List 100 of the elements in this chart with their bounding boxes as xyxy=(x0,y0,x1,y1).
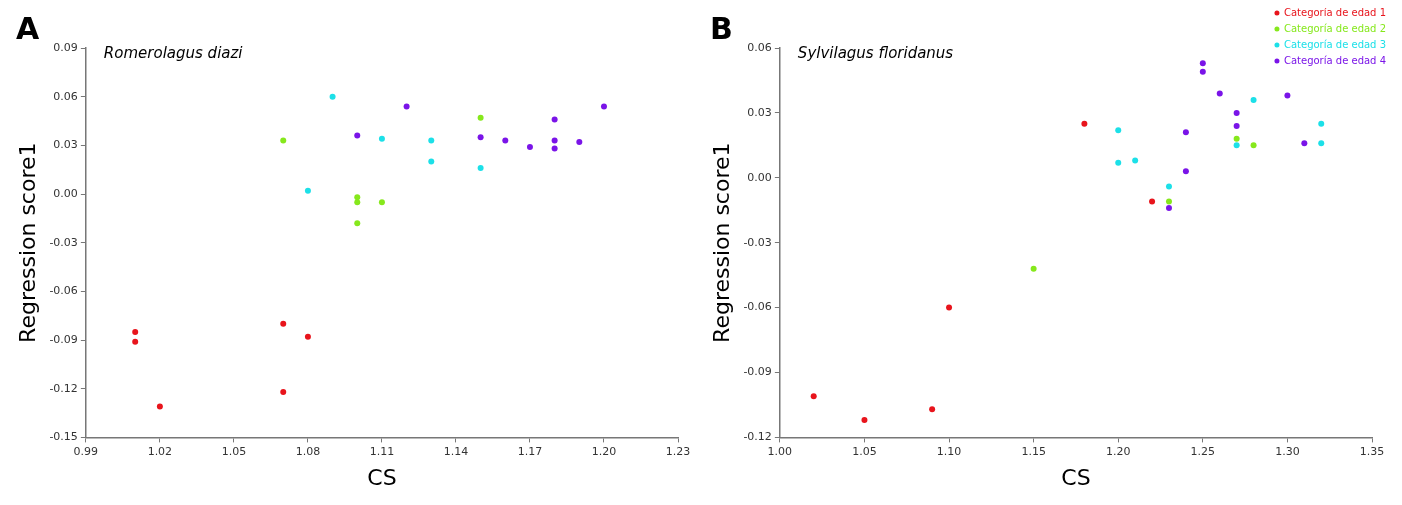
x-tick-label: 1.17 xyxy=(517,444,543,458)
x-tick-label: 1.30 xyxy=(1275,444,1300,458)
x-tick-label: 1.20 xyxy=(1105,444,1131,458)
point xyxy=(1081,120,1088,127)
y-tick-label: -0.15 xyxy=(49,430,78,444)
point xyxy=(1233,122,1240,129)
y-tick-label: -0.12 xyxy=(49,381,78,395)
point xyxy=(1182,168,1189,175)
y-tick-label: 0.09 xyxy=(53,40,78,54)
point xyxy=(1199,68,1206,75)
point xyxy=(304,333,311,340)
y-tick-label: -0.03 xyxy=(743,235,772,249)
point xyxy=(1233,135,1240,142)
point xyxy=(378,135,385,142)
point xyxy=(403,103,410,110)
point xyxy=(946,304,953,311)
x-tick-label: 1.10 xyxy=(936,444,962,458)
x-tick-label: 1.25 xyxy=(1190,444,1216,458)
x-tick-label: 1.11 xyxy=(369,444,395,458)
point xyxy=(477,165,484,172)
y-tick-label: 0.06 xyxy=(747,40,772,54)
x-tick-label: 1.14 xyxy=(443,444,469,458)
point xyxy=(354,199,361,206)
y-tick-label: -0.03 xyxy=(49,235,78,249)
text: Categoría de edad 2 xyxy=(1283,22,1387,34)
point xyxy=(1233,109,1240,116)
point xyxy=(1318,140,1325,147)
point xyxy=(354,132,361,139)
y-axis-title: Regression score1 xyxy=(14,142,40,343)
y-tick-label: 0.03 xyxy=(747,105,772,119)
point xyxy=(280,137,287,144)
point xyxy=(378,199,385,206)
point xyxy=(810,393,817,400)
point xyxy=(354,194,361,201)
point xyxy=(929,406,936,413)
y-tick-label: -0.12 xyxy=(743,430,772,444)
point xyxy=(1216,90,1223,97)
point xyxy=(576,139,583,146)
point xyxy=(551,116,558,123)
x-tick-label: 1.20 xyxy=(591,444,617,458)
point xyxy=(1030,265,1037,272)
point xyxy=(1115,127,1122,134)
x-tick-label: 1.00 xyxy=(767,444,793,458)
point xyxy=(1115,159,1122,166)
x-tick-label: 1.05 xyxy=(221,444,247,458)
x-tick-label: 1.35 xyxy=(1359,444,1385,458)
y-tick-label: -0.09 xyxy=(743,365,772,379)
point xyxy=(1233,142,1240,149)
y-tick-label: 0.00 xyxy=(53,186,78,200)
y-tick-label: 0.06 xyxy=(53,89,78,103)
point xyxy=(1318,120,1325,127)
y-tick-label: -0.06 xyxy=(49,284,78,298)
point xyxy=(132,328,139,335)
point xyxy=(1301,140,1308,147)
x-tick-label: 1.05 xyxy=(852,444,877,458)
x-tick-label: 1.08 xyxy=(295,444,321,458)
text: Categoría de edad 3 xyxy=(1283,38,1387,50)
x-tick-label: 0.99 xyxy=(73,444,99,458)
point xyxy=(280,388,287,395)
text: A xyxy=(16,10,40,46)
point xyxy=(1250,142,1257,149)
y-tick-label: -0.06 xyxy=(743,300,772,314)
point xyxy=(861,417,868,424)
point xyxy=(1199,60,1206,67)
y-axis-title: Regression score1 xyxy=(708,142,734,343)
point xyxy=(280,320,287,327)
point xyxy=(600,103,607,110)
text: Categoría de edad 1 xyxy=(1283,6,1387,18)
point xyxy=(551,145,558,152)
x-tick-label: 1.02 xyxy=(147,444,173,458)
y-tick-label: -0.09 xyxy=(49,332,78,346)
point xyxy=(1284,92,1291,99)
text: Categoría de edad 4 xyxy=(1283,54,1387,66)
x-tick-label: 1.23 xyxy=(665,444,691,458)
point xyxy=(354,220,361,227)
point xyxy=(132,338,139,345)
x-axis-title: CS xyxy=(1061,464,1091,490)
y-tick-label: 0.03 xyxy=(53,138,78,152)
chart-title: Romerolagus diazi xyxy=(103,43,244,62)
point xyxy=(1250,96,1257,103)
chart-title: Sylvilagus floridanus xyxy=(797,43,954,62)
text: B xyxy=(710,10,733,46)
x-axis-title: CS xyxy=(367,464,397,490)
point xyxy=(526,143,533,150)
point xyxy=(329,93,336,100)
point xyxy=(1165,205,1172,212)
point xyxy=(428,158,435,165)
point xyxy=(477,134,484,141)
point xyxy=(477,114,484,121)
point xyxy=(156,403,163,410)
point xyxy=(1165,198,1172,205)
point xyxy=(1165,183,1172,190)
point xyxy=(1182,129,1189,136)
point xyxy=(428,137,435,144)
point xyxy=(1149,198,1156,205)
x-tick-label: 1.15 xyxy=(1021,444,1046,458)
point xyxy=(502,137,509,144)
point xyxy=(304,187,311,194)
point xyxy=(551,137,558,144)
y-tick-label: 0.00 xyxy=(747,170,772,184)
